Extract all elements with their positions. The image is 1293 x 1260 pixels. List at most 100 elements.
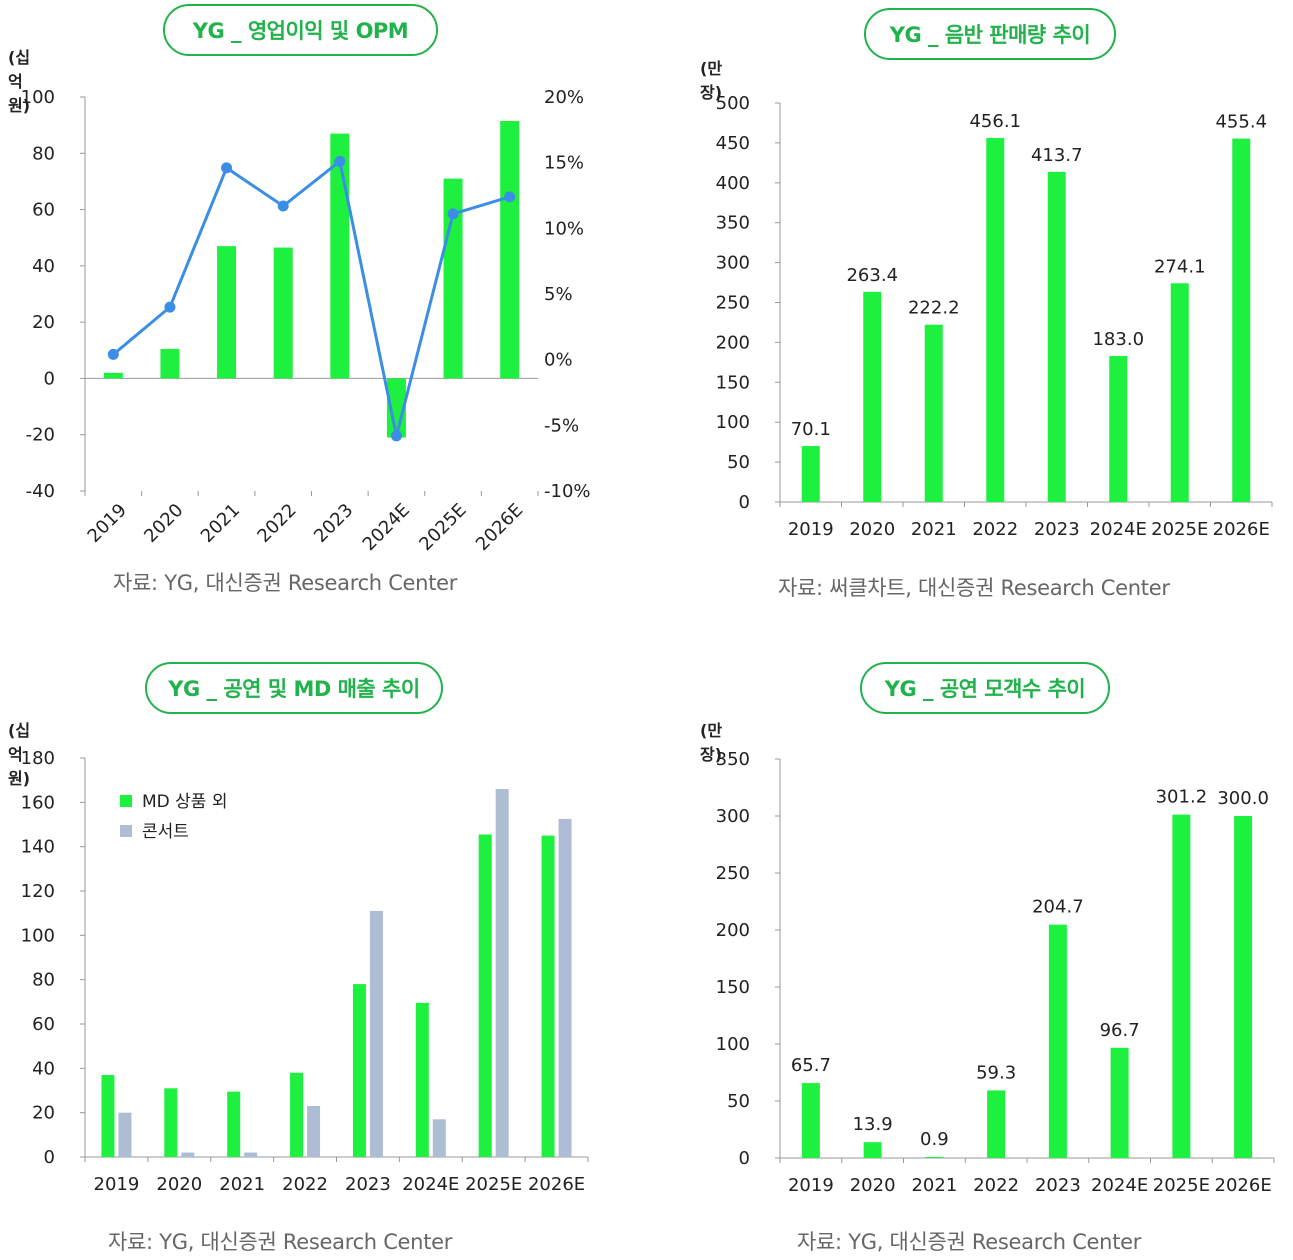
chart2-bar (1109, 355, 1128, 502)
chart3-bar-md (227, 1091, 241, 1157)
chart4-x-tick-label: 2020 (850, 1175, 896, 1196)
chart3-bar-concert (244, 1152, 258, 1157)
y-axis-unit-concert-md-revenue: (십 억원) (8, 721, 31, 788)
chart1-opm-point (504, 191, 516, 203)
chart3-x-tick-label: 2026E (528, 1174, 585, 1195)
chart2-x-tick-label: 2024E (1090, 519, 1147, 540)
chart4-data-label: 301.2 (1156, 787, 1208, 808)
chart3-x-tick-label: 2024E (402, 1174, 459, 1195)
chart1-y2-tick-label: 15% (544, 153, 584, 174)
chart4-data-label: 0.9 (920, 1129, 949, 1150)
chart3-y-tick-label: 0 (44, 1147, 55, 1168)
chart4-x-tick-label: 2025E (1153, 1175, 1210, 1196)
chart3-y-tick-label: 80 (32, 970, 55, 991)
chart4-bar (1110, 1047, 1129, 1158)
chart2-x-tick-label: 2022 (972, 519, 1018, 540)
chart4-bar (987, 1090, 1006, 1158)
chart4-x-tick-label: 2024E (1091, 1175, 1148, 1196)
chart1-opm-point (107, 348, 119, 360)
chart4-data-label: 65.7 (791, 1055, 831, 1076)
chart3-y-tick-label: 40 (32, 1058, 55, 1079)
chart4-x-tick-label: 2026E (1215, 1175, 1272, 1196)
chart1-y-tick-label: 100 (21, 87, 55, 108)
chart3-y-tick-label: 140 (21, 837, 55, 858)
chart2-data-label: 70.1 (791, 419, 831, 440)
chart2-bar (863, 291, 882, 502)
chart3-y-tick-label: 120 (21, 881, 55, 902)
chart4-data-label: 96.7 (1100, 1020, 1140, 1041)
chart2-y-tick-label: 400 (716, 173, 750, 194)
chart-title-album-sales: YG _ 음반 판매량 추이 (864, 8, 1116, 60)
chart2-y-tick-label: 300 (716, 253, 750, 274)
chart4-y-tick-label: 300 (716, 806, 750, 827)
chart4-y-tick-label: 0 (739, 1148, 750, 1169)
chart4-bar (1172, 814, 1191, 1158)
chart2-y-tick-label: 450 (716, 133, 750, 154)
source-concert-md-revenue: 자료: YG, 대신증권 Research Center (108, 1230, 453, 1254)
chart2-x-tick-label: 2021 (911, 519, 957, 540)
chart1-bar (217, 246, 237, 379)
chart2-y-tick-label: 0 (739, 492, 750, 513)
chart1-y2-tick-label: 0% (544, 350, 573, 371)
chart2-bar (1232, 138, 1251, 502)
chart2-data-label: 455.4 (1215, 112, 1267, 133)
chart1-y2-tick-label: -5% (544, 415, 579, 436)
chart1-bar (103, 372, 123, 379)
chart4-bar (1048, 924, 1067, 1158)
chart4-x-tick-label: 2021 (911, 1175, 957, 1196)
chart2-x-tick-label: 2020 (849, 519, 895, 540)
chart1-opm-point (390, 430, 402, 442)
chart3-x-tick-label: 2019 (94, 1174, 140, 1195)
chart1-y-tick-label: -40 (26, 481, 55, 502)
chart3-bar-md (290, 1072, 304, 1157)
chart3-x-tick-label: 2020 (156, 1174, 202, 1195)
chart1-y2-tick-label: 10% (544, 218, 584, 239)
chart2-y-tick-label: 50 (727, 452, 750, 473)
chart3-bar-concert (432, 1119, 446, 1157)
chart1-opm-point (334, 155, 346, 167)
chart1-opm-point (277, 200, 289, 212)
chart3-bar-md (352, 984, 366, 1157)
chart4-y-tick-label: 50 (727, 1091, 750, 1112)
chart3-bar-concert (558, 818, 572, 1157)
chart1-bar (273, 247, 293, 379)
chart2-data-label: 456.1 (969, 111, 1021, 132)
chart1-y-tick-label: -20 (26, 425, 55, 446)
chart4-x-tick-label: 2019 (788, 1175, 834, 1196)
chart3-bar-concert (369, 910, 383, 1157)
chart3-x-tick-label: 2023 (345, 1174, 391, 1195)
chart2-y-tick-label: 200 (716, 332, 750, 353)
chart1-opm-line (112, 158, 511, 437)
chart4-x-tick-label: 2023 (1035, 1175, 1081, 1196)
chart3-bar-md (415, 1002, 429, 1157)
chart4-data-label: 13.9 (853, 1114, 893, 1135)
chart2-x-tick-label: 2019 (788, 519, 834, 540)
chart3-x-tick-label: 2025E (465, 1174, 522, 1195)
chart4-bar (1234, 816, 1253, 1158)
chart3-x-tick-label: 2022 (282, 1174, 328, 1195)
chart4-y-tick-label: 350 (716, 749, 750, 770)
chart3-legend-swatch (120, 825, 132, 837)
chart3-bar-md (478, 834, 492, 1157)
chart4-y-tick-label: 250 (716, 863, 750, 884)
chart3-bar-concert (118, 1112, 132, 1157)
chart2-x-tick-label: 2025E (1151, 519, 1208, 540)
chart3-y-tick-label: 60 (32, 1014, 55, 1035)
y-axis-unit-concert-attendance: (만 장) (700, 721, 723, 764)
chart1-bar (500, 120, 520, 379)
chart4-bar (801, 1083, 820, 1158)
chart3-legend-label: 콘서트 (142, 822, 189, 842)
chart1-y2-tick-label: 5% (544, 284, 573, 305)
chart2-data-label: 413.7 (1031, 145, 1083, 166)
chart2-x-tick-label: 2026E (1213, 519, 1270, 540)
y-axis-unit-album-sales: (만 장) (700, 59, 723, 102)
chart3-legend-swatch (120, 795, 132, 807)
chart4-y-tick-label: 100 (716, 1034, 750, 1055)
chart4-data-label: 300.0 (1217, 788, 1269, 809)
chart3-y-tick-label: 160 (21, 792, 55, 813)
chart4-bar (925, 1156, 944, 1158)
